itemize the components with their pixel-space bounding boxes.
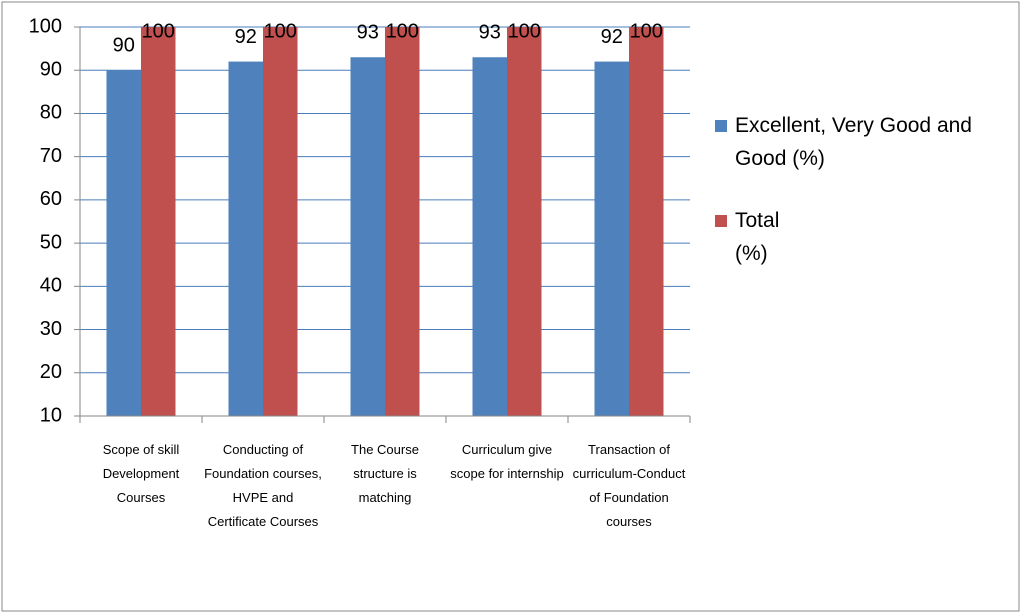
- legend-swatch: [715, 120, 727, 132]
- bar: [594, 61, 629, 416]
- legend-label: Total (%): [735, 209, 780, 265]
- y-tick-label: 40: [40, 275, 62, 297]
- bar: [507, 27, 542, 416]
- data-label: 92: [235, 26, 257, 48]
- x-tick-label: Scope of skill Development Courses: [102, 442, 180, 505]
- data-label: 100: [142, 20, 175, 42]
- bar: [141, 27, 176, 416]
- data-label: 93: [357, 22, 379, 44]
- x-tick-label: Conducting of Foundation courses, HVPE a…: [204, 442, 322, 529]
- y-tick-label: 50: [40, 231, 62, 253]
- data-label: 100: [386, 20, 419, 42]
- bar: [263, 27, 298, 416]
- y-tick-label: 100: [29, 15, 62, 37]
- y-tick-label: 90: [40, 59, 62, 81]
- x-tick-label: The Course structure is matching: [351, 442, 419, 505]
- legend-label: Excellent, Very Good and Good (%): [735, 114, 972, 170]
- y-tick-label: 20: [40, 361, 62, 383]
- data-label: 93: [479, 22, 501, 44]
- bar: [228, 61, 263, 416]
- legend-swatch: [715, 215, 727, 227]
- data-label: 100: [508, 20, 541, 42]
- bar: [350, 57, 385, 416]
- bar: [385, 27, 420, 416]
- bar: [106, 70, 141, 416]
- y-tick-label: 70: [40, 145, 62, 167]
- y-tick-label: 80: [40, 102, 62, 124]
- x-tick-label: Transaction of curriculum-Conduct of Fou…: [572, 442, 686, 529]
- data-label: 100: [264, 20, 297, 42]
- data-label: 90: [113, 35, 135, 57]
- y-tick-label: 60: [40, 188, 62, 210]
- y-tick-label: 30: [40, 318, 62, 340]
- y-tick-label: 10: [40, 404, 62, 426]
- bar: [472, 57, 507, 416]
- data-label: 92: [601, 26, 623, 48]
- x-tick-label: Curriculum give scope for internship: [450, 442, 564, 481]
- bar: [629, 27, 664, 416]
- data-label: 100: [630, 20, 663, 42]
